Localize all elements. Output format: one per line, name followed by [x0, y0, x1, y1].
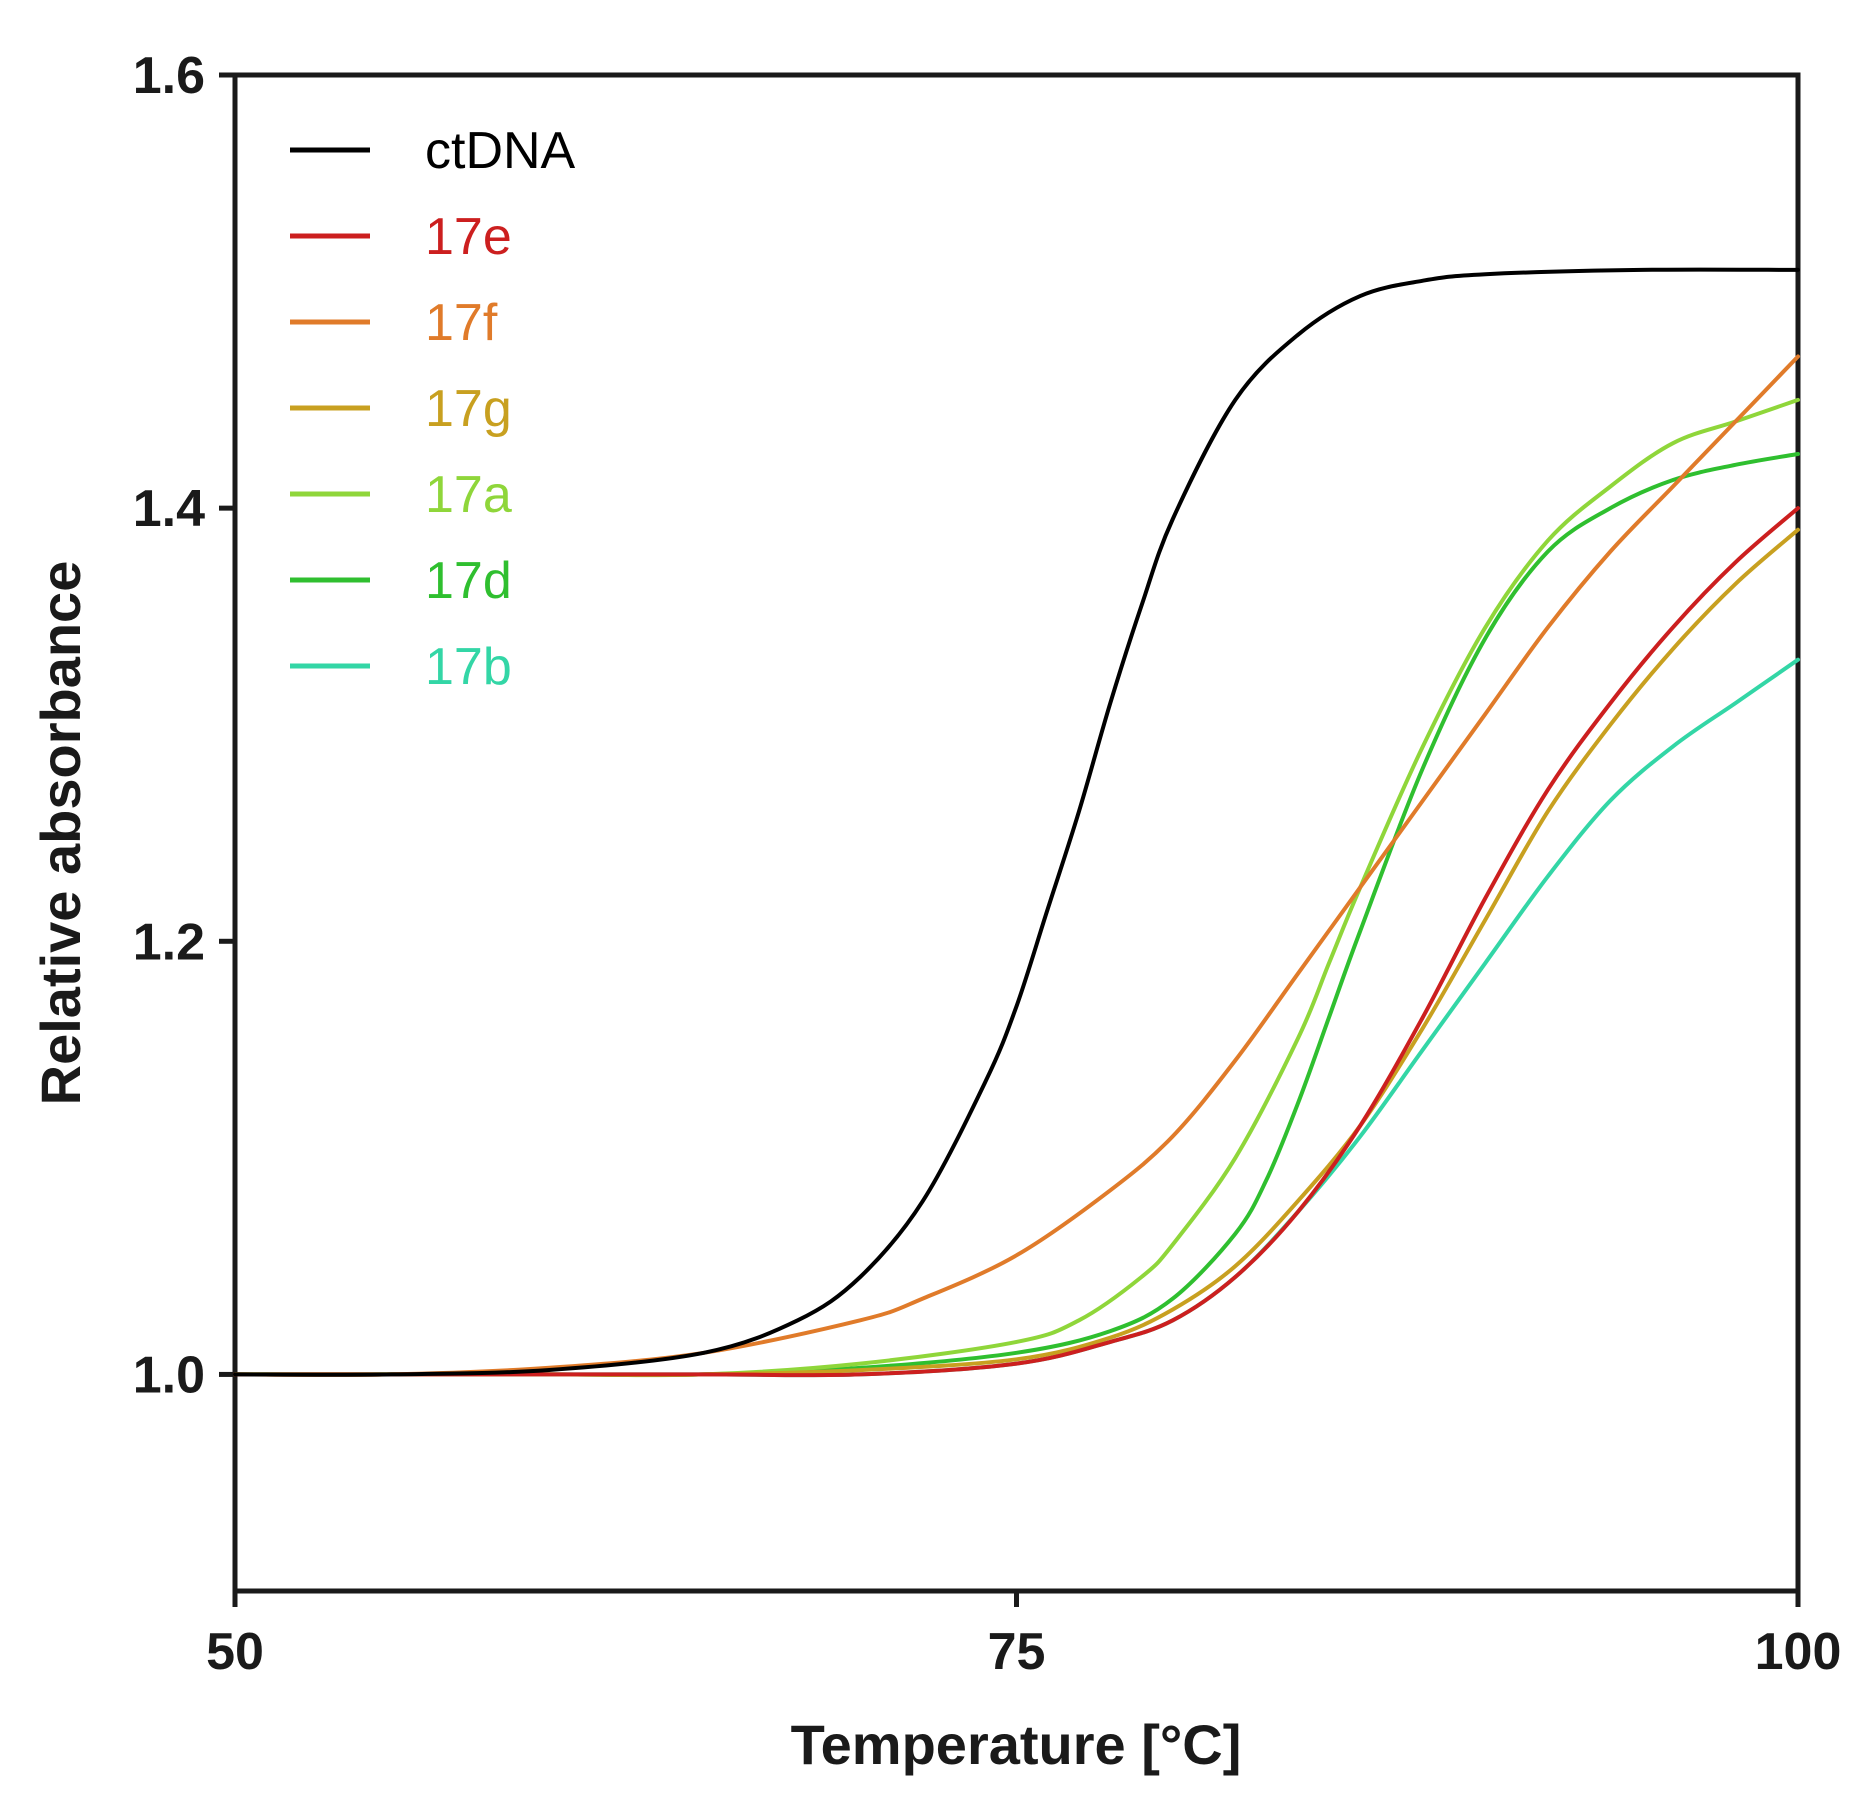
legend-label-17g: 17g	[425, 380, 512, 438]
y-tick-label: 1.6	[133, 47, 205, 105]
legend-label-17a: 17a	[425, 466, 512, 524]
series-line-ctdna	[233, 267, 1800, 1377]
legend-label-17e: 17e	[425, 208, 512, 266]
series-line-17a	[233, 397, 1800, 1378]
legend-label-17d: 17d	[425, 552, 512, 610]
x-ticks: 50 75 100	[206, 1591, 1841, 1681]
y-tick-label: 1.2	[133, 913, 205, 971]
series-lines	[233, 267, 1800, 1378]
legend: ctDNA 17e 17f 17g 17a 17d 17b	[290, 122, 576, 696]
series-line-17e	[233, 506, 1800, 1378]
y-tick-label: 1.0	[133, 1346, 205, 1404]
x-axis-title: Temperature [°C]	[791, 1713, 1242, 1776]
y-tick-label: 1.4	[133, 480, 205, 538]
legend-label-ctdna: ctDNA	[425, 122, 576, 180]
y-axis-title: Relative absorbance	[29, 561, 92, 1106]
x-tick-label: 50	[206, 1623, 264, 1681]
y-ticks: 1.0 1.2 1.4 1.6	[133, 47, 235, 1404]
x-tick-label: 100	[1755, 1623, 1842, 1681]
legend-label-17f: 17f	[425, 294, 498, 352]
x-tick-label: 75	[988, 1623, 1046, 1681]
legend-label-17b: 17b	[425, 638, 512, 696]
